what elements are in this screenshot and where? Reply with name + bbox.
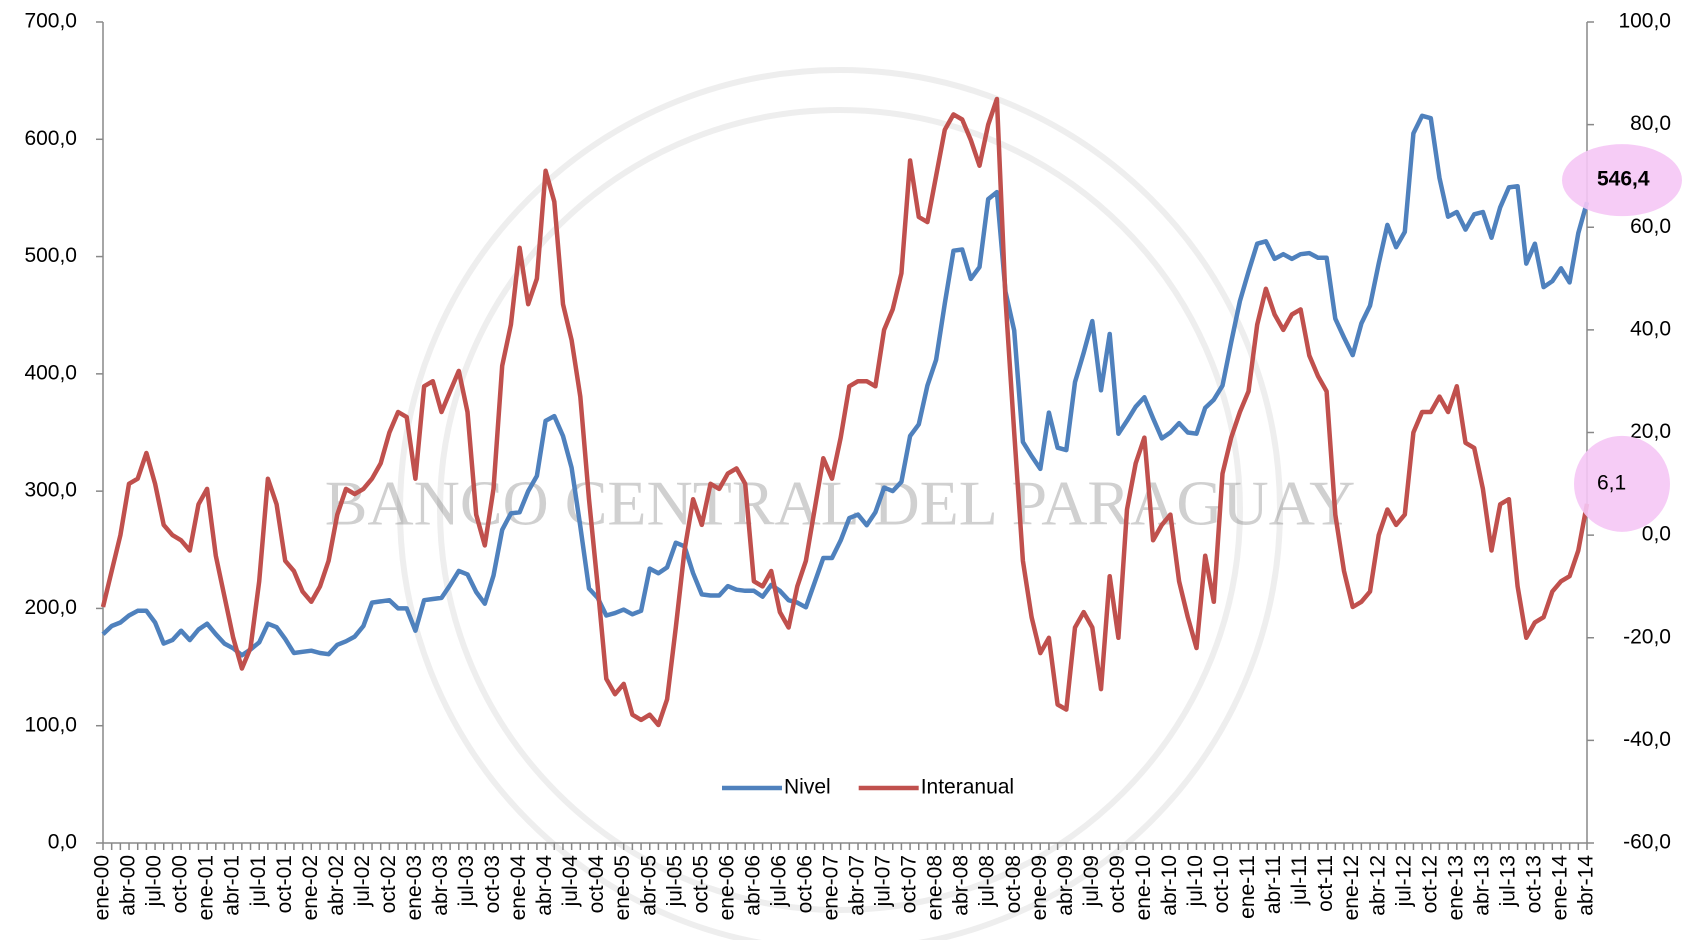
x-tick-label: oct-04	[585, 855, 608, 914]
x-tick-label: ene-13	[1444, 855, 1467, 920]
y2-tick-label: 40,0	[1630, 317, 1671, 340]
x-tick-label: ene-03	[403, 855, 426, 920]
x-tick-label: abr-03	[429, 855, 452, 916]
x-tick-label: jul-02	[351, 855, 374, 907]
legend-label: Interanual	[921, 776, 1014, 799]
y-tick-label: 200,0	[24, 596, 77, 619]
x-tick-label: abr-10	[1158, 855, 1181, 916]
x-tick-label: oct-06	[793, 855, 816, 913]
x-tick-label: jul-01	[247, 855, 270, 907]
x-tick-label: jul-12	[1392, 855, 1415, 907]
x-tick-label: oct-12	[1418, 855, 1441, 913]
x-tick-label: abr-09	[1054, 855, 1077, 916]
y-tick-label: 0,0	[48, 831, 77, 854]
x-tick-label: ene-12	[1340, 855, 1363, 920]
x-tick-label: ene-10	[1132, 855, 1155, 920]
x-tick-label: ene-11	[1236, 855, 1259, 919]
x-tick-label: abr-11	[1262, 855, 1285, 914]
x-tick-label: jul-04	[559, 855, 582, 908]
x-tick-label: abr-12	[1366, 855, 1389, 916]
y2-tick-label: 80,0	[1630, 112, 1671, 135]
x-tick-label: abr-00	[117, 855, 140, 916]
x-tick-label: oct-11	[1314, 855, 1337, 912]
x-tick-label: abr-01	[221, 855, 244, 916]
x-tick-label: oct-00	[169, 855, 192, 913]
x-tick-label: ene-07	[820, 855, 843, 920]
x-tick-label: jul-06	[767, 855, 790, 907]
x-tick-label: oct-01	[273, 855, 296, 913]
x-tick-label: jul-09	[1080, 855, 1103, 907]
y2-tick-label: -20,0	[1623, 625, 1671, 648]
y-tick-label: 300,0	[24, 479, 77, 502]
x-tick-label: oct-10	[1210, 855, 1233, 913]
x-tick-label: ene-05	[611, 855, 634, 920]
data-label: 546,4	[1597, 168, 1650, 191]
y2-tick-label: 0,0	[1642, 523, 1671, 546]
x-tick-label: jul-08	[976, 855, 999, 907]
y2-tick-label: -40,0	[1623, 728, 1671, 751]
y-tick-label: 600,0	[24, 127, 77, 150]
x-tick-label: ene-08	[924, 855, 947, 920]
x-tick-label: oct-05	[689, 855, 712, 913]
series-line	[103, 99, 1587, 725]
x-tick-label: ene-06	[715, 855, 738, 920]
y-tick-label: 700,0	[24, 10, 77, 33]
x-tick-label: jul-00	[143, 855, 166, 907]
x-tick-label: ene-02	[299, 855, 322, 920]
x-tick-label: abr-05	[637, 855, 660, 916]
x-tick-label: ene-00	[91, 855, 114, 920]
x-tick-label: ene-04	[507, 855, 530, 921]
x-tick-label: jul-11	[1288, 855, 1311, 906]
x-tick-label: oct-13	[1522, 855, 1545, 913]
x-tick-label: abr-02	[325, 855, 348, 916]
x-tick-label: ene-09	[1028, 855, 1051, 920]
y2-tick-label: 60,0	[1630, 215, 1671, 238]
x-tick-label: ene-01	[195, 855, 218, 920]
chart: BANCO CENTRAL DEL PARAGUAY 0,0100,0200,0…	[0, 0, 1696, 940]
y2-tick-label: -60,0	[1623, 831, 1671, 854]
page: BANCO CENTRAL DEL PARAGUAY 0,0100,0200,0…	[0, 0, 1696, 940]
x-tick-label: abr-14	[1575, 855, 1598, 916]
y2-tick-label: 100,0	[1618, 10, 1671, 33]
x-tick-label: oct-02	[377, 855, 400, 913]
y-tick-label: 400,0	[24, 361, 77, 384]
x-tick-label: abr-13	[1470, 855, 1493, 916]
x-tick-label: abr-06	[741, 855, 764, 916]
data-label: 6,1	[1597, 471, 1626, 494]
x-tick-label: oct-07	[898, 855, 921, 913]
x-tick-label: jul-03	[455, 855, 478, 907]
x-tick-label: abr-07	[846, 855, 869, 916]
x-tick-label: abr-08	[950, 855, 973, 916]
x-tick-label: jul-07	[872, 855, 895, 907]
x-tick-label: oct-08	[1002, 855, 1025, 913]
x-tick-label: oct-03	[481, 855, 504, 913]
x-tick-label: abr-04	[533, 855, 556, 916]
legend-label: Nivel	[784, 776, 831, 799]
x-tick-label: jul-05	[663, 855, 686, 907]
x-tick-label: jul-13	[1496, 855, 1519, 907]
y-tick-label: 100,0	[24, 713, 77, 736]
y-tick-label: 500,0	[24, 244, 77, 267]
x-tick-label: oct-09	[1106, 855, 1129, 913]
x-tick-label: jul-10	[1184, 855, 1207, 907]
x-tick-label: ene-14	[1549, 855, 1572, 921]
